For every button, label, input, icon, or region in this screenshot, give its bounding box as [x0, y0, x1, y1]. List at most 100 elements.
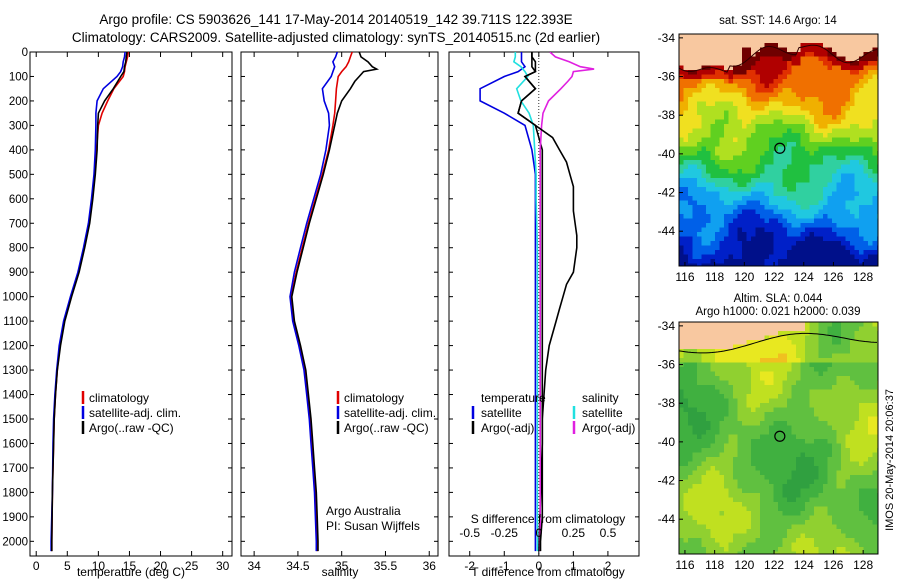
map-cell: [769, 187, 774, 192]
depth-tick-label: 1800: [2, 487, 28, 499]
map-cell: [710, 52, 716, 57]
map-cell: [805, 353, 810, 359]
map-cell: [782, 551, 788, 554]
map-cell: [859, 488, 864, 494]
map-cell: [760, 367, 765, 372]
map-cell: [854, 542, 860, 548]
map-cell: [778, 416, 783, 422]
map-cell: [679, 430, 684, 435]
map-cell: [823, 551, 828, 554]
map-cell: [854, 326, 860, 332]
map-cell: [773, 110, 779, 116]
map-cell: [728, 425, 734, 431]
map-cell: [805, 124, 810, 129]
map-cell: [859, 178, 864, 183]
map-cell: [769, 137, 774, 143]
map-cell: [710, 205, 716, 210]
map-cell: [728, 529, 734, 534]
map-cell: [850, 218, 855, 224]
map-cell: [733, 430, 738, 435]
map-cell: [733, 245, 738, 251]
map-cell: [832, 380, 837, 386]
map-cell: [818, 484, 824, 489]
map-cell: [692, 376, 698, 381]
map-cell: [724, 394, 729, 399]
map-cell: [706, 205, 711, 210]
map-cell: [701, 241, 707, 246]
map-cell: [859, 461, 864, 467]
map-cell: [872, 322, 878, 327]
map-cell: [715, 515, 720, 521]
map-cell: [787, 524, 792, 530]
map-cell: [697, 439, 702, 444]
map-cell: [697, 106, 702, 111]
map-cell: [769, 529, 774, 534]
map-cell: [724, 515, 729, 521]
map-cell: [760, 160, 765, 165]
map-cell: [715, 191, 720, 197]
map-cell: [769, 142, 774, 147]
map-cell: [827, 502, 833, 507]
map-cell: [836, 502, 842, 507]
map-cell: [778, 551, 783, 554]
map-cell: [836, 74, 842, 80]
map-cell: [805, 182, 810, 188]
map-cell: [697, 551, 702, 554]
map-cell: [836, 236, 842, 242]
map-cell: [787, 502, 792, 507]
map-cell: [688, 412, 693, 417]
map-cell: [728, 403, 734, 408]
map-cell: [818, 340, 824, 345]
map-cell: [818, 353, 824, 359]
depth-axis: 0100200300400500600700800900100011001200…: [2, 47, 232, 548]
map-cell: [809, 515, 815, 521]
map-cell: [692, 34, 698, 39]
map-cell: [809, 380, 815, 386]
map-cell: [823, 223, 828, 228]
map-cell: [715, 182, 720, 188]
map-cell: [728, 421, 734, 426]
map-cell: [751, 502, 756, 507]
map-cell: [742, 182, 747, 188]
map-cell: [827, 187, 833, 192]
map-cell: [733, 92, 738, 98]
map-cell: [737, 529, 743, 534]
map-cell: [688, 115, 693, 120]
map-cell: [841, 367, 846, 372]
map-cell: [841, 232, 846, 237]
map-cell: [814, 385, 819, 390]
map-cell: [715, 547, 720, 552]
map-cell: [868, 101, 873, 107]
map-cell: [724, 430, 729, 435]
map-cell: [746, 52, 752, 57]
map-cell: [805, 538, 810, 543]
map-cell: [863, 70, 869, 75]
map-cell: [692, 88, 698, 93]
map-cell: [863, 371, 869, 377]
map-cell: [868, 160, 873, 165]
map-cell: [850, 367, 855, 372]
map-cell: [805, 200, 810, 206]
map-cell: [683, 223, 689, 228]
map-cell: [868, 124, 873, 129]
map-cell: [764, 394, 770, 399]
map-cell: [728, 547, 734, 552]
map-cell: [814, 529, 819, 534]
map-cell: [809, 164, 815, 170]
map-cell: [872, 421, 878, 426]
map-cell: [868, 214, 873, 219]
map-cell: [769, 394, 774, 399]
map-cell: [823, 362, 828, 368]
map-cell: [796, 371, 801, 377]
map-cell: [850, 470, 855, 476]
map-cell: [818, 358, 824, 363]
map-cell: [692, 232, 698, 237]
map-cell: [769, 34, 774, 39]
map-cell: [746, 263, 752, 266]
map-cell: [859, 434, 864, 440]
map-lon-label: 126: [823, 558, 843, 572]
map-cell: [805, 61, 810, 66]
map-cell: [805, 340, 810, 345]
map-cell: [706, 209, 711, 215]
map-cell: [760, 362, 765, 368]
